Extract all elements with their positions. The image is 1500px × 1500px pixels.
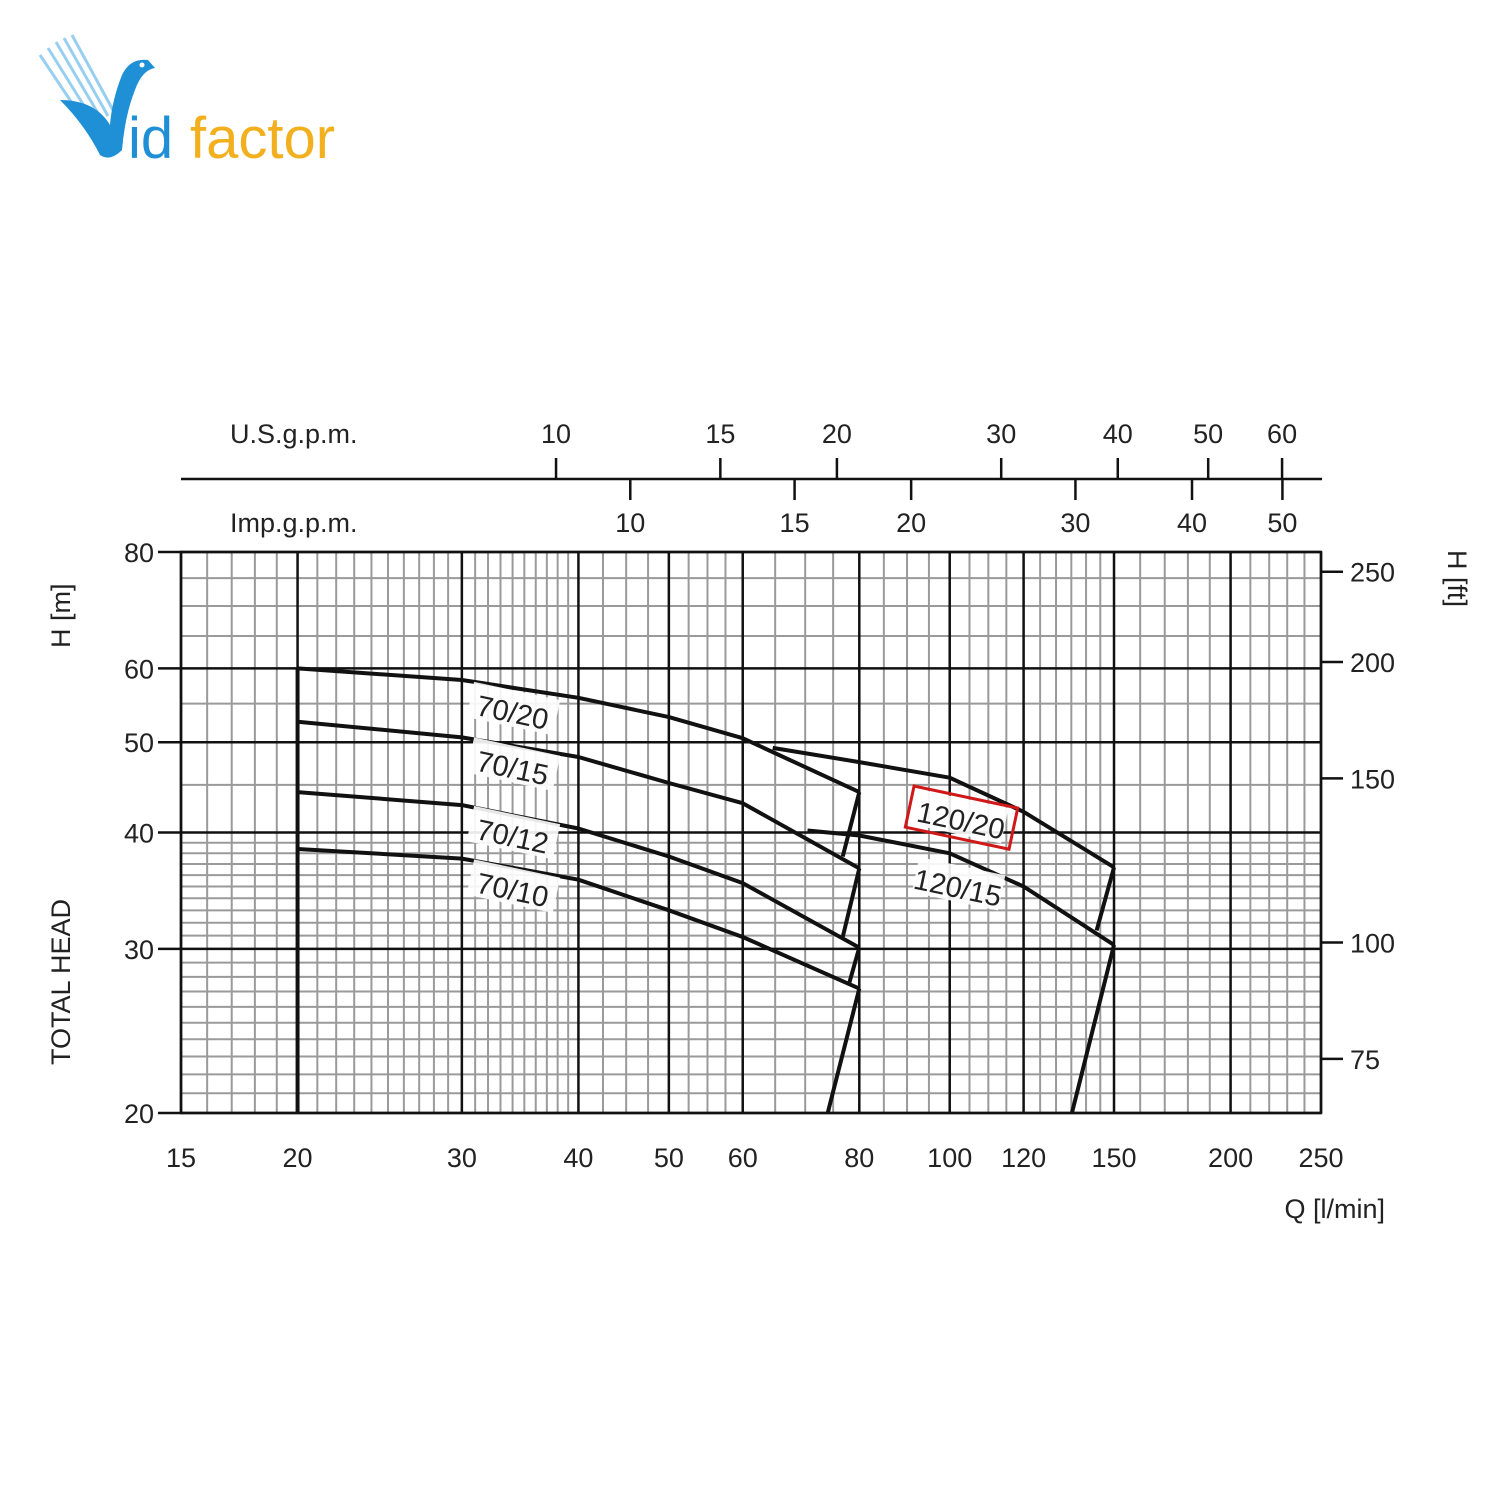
imp-gpm-axis-label: Imp.g.p.m. <box>230 508 358 538</box>
curve-label-background <box>914 789 1009 844</box>
curve-label-group: 120/20 <box>903 784 1020 851</box>
y-tick-label: 60 <box>124 654 154 684</box>
x-tick-label: 50 <box>654 1143 684 1173</box>
x-tick-label: 200 <box>1208 1143 1253 1173</box>
operating-limit-line <box>840 791 862 857</box>
curve-label-group: 120/15 <box>911 857 1006 914</box>
x-tick-label: 150 <box>1091 1143 1136 1173</box>
y2-tick-label: 200 <box>1350 648 1395 678</box>
us-gpm-tick-label: 30 <box>986 419 1016 449</box>
operating-limit-line <box>1094 866 1116 931</box>
imp-gpm-tick-label: 50 <box>1267 508 1297 538</box>
curve-label-background <box>911 857 1006 911</box>
operating-limit-line <box>840 867 862 938</box>
y-tick-label: 80 <box>124 538 154 568</box>
us-gpm-tick-label: 15 <box>705 419 735 449</box>
curve-120-20 <box>772 745 1116 870</box>
x-tick-label: 40 <box>563 1143 593 1173</box>
curve-120-15 <box>807 828 1116 947</box>
curves <box>295 666 1116 1114</box>
curve-label-group: 70/12 <box>466 805 561 861</box>
x-tick-label: 15 <box>166 1143 196 1173</box>
x-tick-label: 120 <box>1001 1143 1046 1173</box>
y-axis-unit-label: H [m] <box>46 584 76 649</box>
curve-label-background <box>466 681 561 736</box>
imp-gpm-tick-label: 15 <box>780 508 810 538</box>
y2-tick-label: 75 <box>1350 1045 1380 1075</box>
imp-gpm-tick-label: 20 <box>896 508 926 538</box>
y-tick-label: 20 <box>124 1099 154 1129</box>
imp-gpm-tick-label: 30 <box>1060 508 1090 538</box>
bird-v-icon <box>38 34 155 158</box>
curve-label-background <box>466 859 561 913</box>
y2-axis-label: H [ft] <box>1442 550 1472 607</box>
x-tick-label: 30 <box>447 1143 477 1173</box>
us-gpm-tick-label: 40 <box>1103 419 1133 449</box>
operating-limit-line <box>1069 944 1116 1114</box>
y-tick-label: 40 <box>124 819 154 849</box>
us-gpm-tick-label: 60 <box>1267 419 1297 449</box>
curve-label-background <box>466 737 561 791</box>
y2-tick-label: 250 <box>1350 558 1395 588</box>
plot-frame <box>179 550 1323 1115</box>
y2-tick-label: 100 <box>1350 928 1395 958</box>
us-gpm-tick-label: 10 <box>541 419 571 449</box>
us-gpm-tick-label: 50 <box>1193 419 1223 449</box>
x-tick-label: 250 <box>1298 1143 1343 1173</box>
operating-limit-line <box>846 947 862 987</box>
y-tick-label: 50 <box>124 728 154 758</box>
vidfactor-logo: id factor <box>38 34 335 171</box>
y-axis-label: TOTAL HEAD <box>46 899 76 1065</box>
curve-70-20 <box>297 666 861 794</box>
x-tick-label: 100 <box>927 1143 972 1173</box>
x-tick-label: 20 <box>283 1143 313 1173</box>
curve-70-12 <box>297 790 861 950</box>
highlight-box <box>903 784 1020 851</box>
y2-tick-label: 150 <box>1350 764 1395 794</box>
x-axis-label: Q [l/min] <box>1284 1194 1385 1224</box>
axes: 15 20 30 40 50 60 80 100 120 150 200 250 20 30 40 50 60 8… <box>124 419 1395 1173</box>
curve-label-background <box>466 805 561 860</box>
curve-70-10 <box>297 847 861 991</box>
curve-70-15 <box>297 719 861 871</box>
operating-limit-line <box>825 988 862 1114</box>
us-gpm-axis-label: U.S.g.p.m. <box>230 419 358 449</box>
x-tick-label: 60 <box>728 1143 758 1173</box>
logo-text-id: id <box>128 106 173 171</box>
imp-gpm-tick-label: 40 <box>1177 508 1207 538</box>
logo-text-factor: factor <box>190 106 335 171</box>
grid <box>158 550 1323 1115</box>
y-tick-label: 30 <box>124 935 154 965</box>
imp-gpm-tick-label: 10 <box>615 508 645 538</box>
x-tick-label: 80 <box>844 1143 874 1173</box>
us-gpm-tick-label: 20 <box>822 419 852 449</box>
